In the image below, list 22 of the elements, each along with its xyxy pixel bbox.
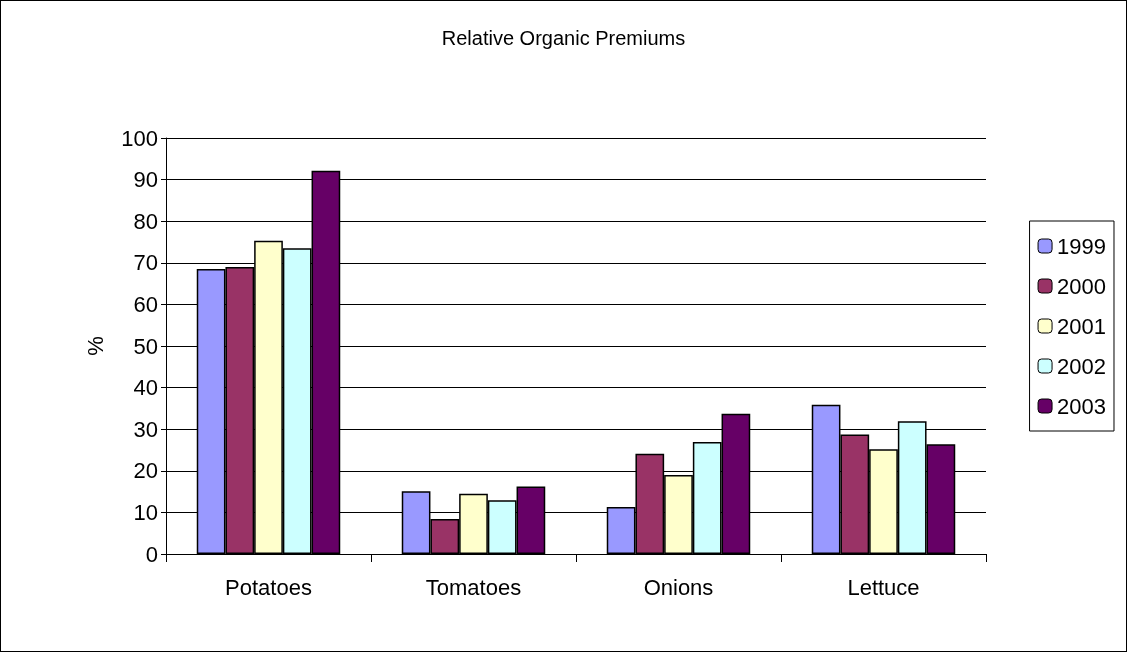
y-axis-title: % (82, 336, 108, 356)
y-tick-label: 30 (133, 416, 158, 442)
y-tick-label: 90 (133, 167, 158, 193)
y-tick-label: 100 (121, 125, 158, 151)
y-tick-label: 60 (133, 291, 158, 317)
y-tick-label: 50 (133, 333, 158, 359)
legend-label: 2003 (1057, 393, 1107, 419)
x-tick-label: Onions (643, 574, 714, 600)
y-tick-label: 70 (133, 250, 158, 276)
y-tick-label: 80 (133, 208, 158, 234)
x-tick-label: Tomatoes (425, 574, 522, 600)
legend-label: 2000 (1057, 273, 1107, 299)
legend-label: 1999 (1057, 233, 1107, 259)
chart-title: Relative Organic Premiums (441, 27, 686, 49)
y-tick-label: 40 (133, 375, 158, 401)
y-tick-label: 10 (133, 499, 158, 525)
y-tick-label: 0 (145, 541, 158, 567)
legend-label: 2001 (1057, 313, 1107, 339)
x-tick-label: Lettuce (847, 574, 920, 600)
y-tick-label: 20 (133, 458, 158, 484)
legend-label: 2002 (1057, 353, 1107, 379)
x-tick-label: Potatoes (225, 574, 312, 600)
